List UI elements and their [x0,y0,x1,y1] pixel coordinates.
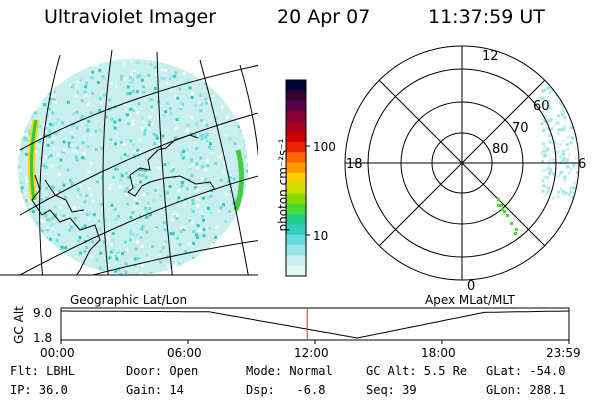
colorbar-cell [286,193,306,205]
time-label: 11:37:59 UT [428,6,545,28]
status-mode: Mode: Normal [246,364,333,378]
polar-caption: Apex MLat/MLT [425,293,515,307]
colorbar-cell [286,100,306,112]
mlt-label-6: 6 [578,157,586,172]
auroral-edge-right [233,149,244,211]
colorbar-cell [286,90,306,102]
auroral-pixel [497,204,500,207]
mlt-label-0: 0 [467,279,475,294]
time-tick-1800: 18:00 [421,346,456,360]
colorbar-cell [286,183,306,194]
geo-map-caption: Geographic Lat/Lon [70,293,188,307]
auroral-pixel [506,214,509,217]
colorbar-cell [286,80,306,91]
auroral-pixel [501,208,504,211]
mlt-label-18: 18 [346,157,363,172]
auroral-pixel [500,204,503,207]
colorbar-cell [286,131,306,143]
colorbar-cell [286,121,306,133]
auroral-pixel [515,228,518,231]
alt-tick-9: 9.0 [33,306,53,320]
time-tick-1200: 12:00 [294,346,329,360]
status-glat: GLat: -54.0 [486,364,566,378]
mlat-label-60: 60 [533,99,550,114]
colorbar-cell [286,224,306,236]
colorbar-cell [286,234,306,246]
colorbar-cell [286,172,306,184]
alt-tick-1-8: 1.8 [33,331,53,345]
status-door: Door: Open [126,364,199,378]
gc-alt-axis-label: GC Alt [12,306,26,344]
colorbar-tick-10: 10 [313,229,329,243]
status-gc-alt: GC Alt: 5.5 Re [366,364,468,378]
status-gain: Gain: 14 [126,383,184,397]
status-ip: IP: 36.0 [10,383,68,397]
time-tick-0000: 00:00 [40,346,75,360]
colorbar-cell [286,265,306,277]
colorbar-cell [286,214,306,225]
auroral-pixel [503,210,506,213]
auroral-pixel [510,222,513,225]
time-tick-2359: 23:59 [546,346,581,360]
mlat-label-70: 70 [512,121,529,136]
coastline [31,134,216,275]
colorbar-cell [286,141,306,153]
graticule [19,49,258,275]
colorbar-cell [286,162,306,174]
status-seq: Seq: 39 [366,383,417,397]
date-label: 20 Apr 07 [277,6,371,28]
auroral-pixel [497,198,500,201]
colorbar-cell [286,152,306,164]
colorbar-cell [286,255,306,267]
status-dsp: Dsp: -6.8 [246,383,326,397]
mlt-label-12: 12 [482,49,499,64]
colorbar-cell [286,203,306,215]
auroral-pixel [514,232,517,235]
status-glon: GLon: 288.1 [486,383,566,397]
colorbar-tick-100: 100 [313,140,336,154]
colorbar-cell [286,245,306,256]
time-tick-0600: 06:00 [167,346,202,360]
status-flt: Flt: LBHL [10,364,76,378]
instrument-title: Ultraviolet Imager [44,6,217,28]
mlat-label-80: 80 [492,142,509,157]
colorbar-cell [286,110,306,122]
